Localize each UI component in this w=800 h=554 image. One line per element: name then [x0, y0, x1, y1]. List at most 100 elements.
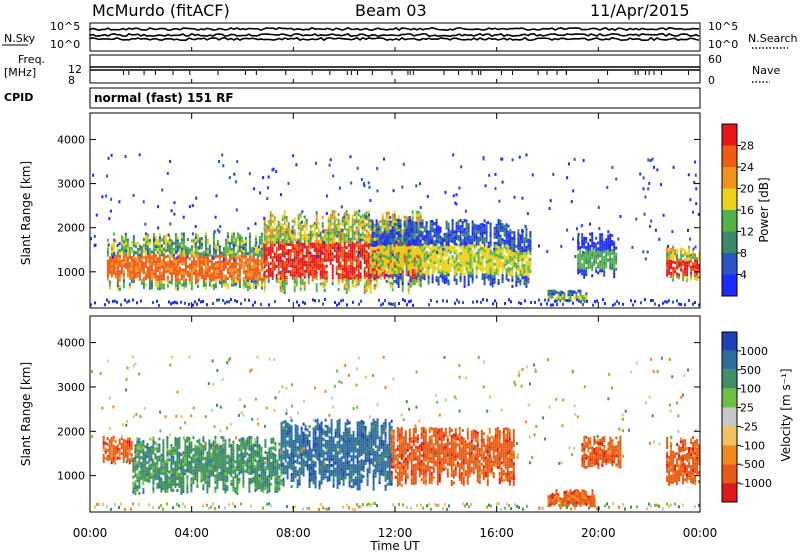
echo-cell: [429, 232, 432, 236]
echo-cell: [391, 262, 394, 266]
echo-cell: [413, 239, 416, 243]
echo-cell: [497, 231, 500, 234]
echo-cell: [313, 272, 316, 276]
echo-cell: [595, 266, 598, 270]
echo-cell: [670, 254, 673, 257]
echo-cell: [116, 272, 119, 276]
echo-cell: [507, 224, 510, 228]
echo-cell: [481, 270, 484, 274]
echo-cell: [250, 249, 253, 253]
echo-cell: [459, 258, 462, 261]
echo-cell: [509, 240, 512, 244]
echo-cell: [345, 264, 348, 268]
echo-cell: [331, 222, 334, 226]
noise-cell: [456, 298, 458, 302]
echo-cell: [291, 225, 294, 229]
echo-cell: [144, 250, 147, 254]
echo-cell: [128, 261, 131, 265]
echo-cell: [244, 251, 247, 255]
echo-cell: [441, 258, 444, 262]
echo-cell: [108, 439, 111, 443]
echo-cell: [515, 274, 518, 278]
echo-cell: [134, 453, 137, 457]
echo-cell: [198, 243, 201, 247]
echo-cell: [305, 245, 308, 249]
echo-cell: [589, 238, 592, 242]
echo-cell: [373, 226, 376, 230]
echo-cell: [313, 263, 316, 267]
echo-cell: [525, 263, 528, 267]
echo-cell: [244, 260, 247, 264]
echo-cell: [511, 278, 514, 282]
echo-cell: [182, 259, 185, 263]
echo-cell: [419, 263, 422, 267]
echo-cell: [148, 257, 151, 260]
echo-cell: [206, 253, 209, 257]
echo-cell: [581, 254, 584, 258]
echo-cell: [467, 238, 470, 242]
echo-cell: [363, 270, 366, 273]
echo-cell: [383, 233, 386, 237]
echo-cell: [305, 254, 308, 258]
echo-cell: [112, 456, 115, 460]
echo-cell: [407, 219, 410, 223]
echo-cell: [287, 252, 290, 255]
echo-cell: [666, 252, 669, 256]
echo-cell: [471, 232, 474, 236]
echo-cell: [373, 238, 376, 242]
echo-cell: [491, 260, 494, 264]
echo-cell: [489, 255, 492, 259]
echo-cell: [265, 245, 268, 249]
echo-cell: [577, 289, 580, 293]
echo-cell: [144, 475, 147, 479]
echo-cell: [138, 461, 141, 465]
noise-cell: [380, 303, 382, 307]
echo-cell: [686, 279, 689, 283]
echo-cell: [419, 224, 422, 228]
echo-cell: [477, 248, 480, 252]
scatter-cell: [142, 200, 145, 204]
echo-cell: [674, 252, 677, 256]
noise-cell: [698, 303, 700, 307]
echo-cell: [501, 274, 504, 278]
echo-cell: [385, 231, 388, 235]
echo-cell: [214, 246, 217, 250]
noise-cell: [508, 298, 510, 302]
echo-cell: [497, 243, 500, 246]
echo-cell: [140, 474, 143, 478]
echo-cell: [489, 237, 492, 241]
colorbar-tick-label: 12: [740, 226, 754, 239]
echo-cell: [343, 242, 346, 246]
echo-cell: [289, 231, 292, 235]
echo-cell: [331, 210, 334, 214]
echo-cell: [363, 237, 366, 240]
noise-cell: [170, 302, 172, 306]
echo-cell: [337, 243, 340, 246]
echo-cell: [281, 259, 284, 263]
echo-cell: [150, 268, 153, 272]
echo-cell: [234, 264, 237, 268]
echo-cell: [178, 245, 181, 249]
echo-cell: [158, 287, 161, 291]
echo-cell: [325, 231, 328, 235]
echo-cell: [273, 243, 276, 247]
echo-cell: [443, 245, 446, 248]
echo-cell: [485, 251, 488, 255]
echo-cell: [499, 243, 502, 247]
echo-cell: [399, 237, 402, 241]
echo-cell: [172, 265, 175, 269]
noise-cell: [352, 300, 354, 304]
echo-cell: [279, 259, 282, 262]
echo-cell: [483, 219, 486, 223]
echo-cell: [682, 272, 685, 276]
echo-cell: [427, 236, 430, 240]
echo-cell: [692, 253, 695, 256]
echo-cell: [605, 259, 608, 263]
echo-cell: [563, 298, 566, 302]
echo-cell: [668, 259, 671, 263]
echo-cell: [341, 234, 344, 238]
echo-cell: [295, 238, 298, 242]
echo-cell: [601, 260, 604, 264]
scatter-cell: [216, 228, 219, 232]
echo-cell: [692, 268, 695, 271]
